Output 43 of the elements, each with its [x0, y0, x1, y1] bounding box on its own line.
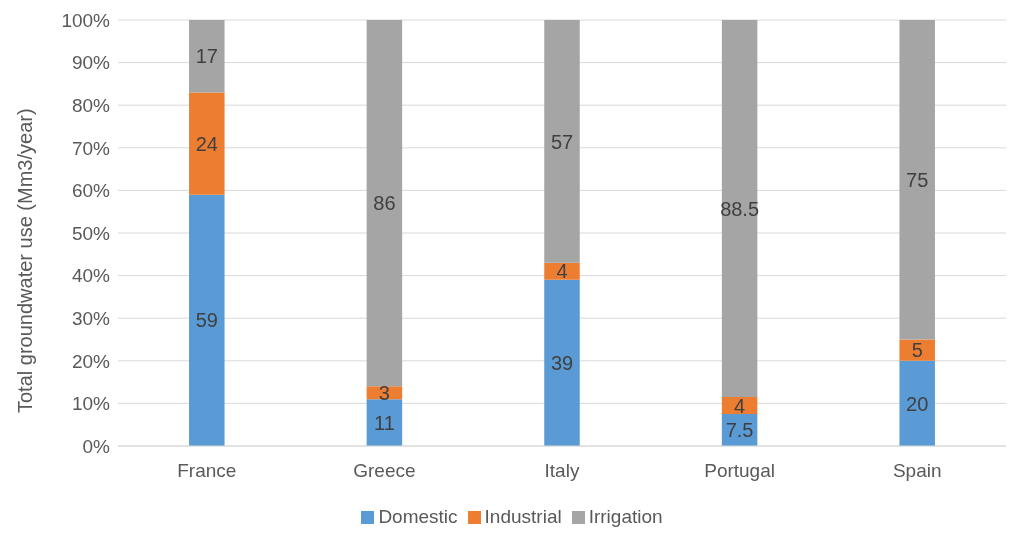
y-tick-label: 50%	[71, 222, 111, 244]
data-label: 7.5	[725, 419, 754, 442]
x-tick-label: Greece	[353, 460, 416, 482]
bar	[366, 20, 403, 387]
bar	[189, 194, 225, 446]
bar	[544, 279, 580, 446]
data-label: 17	[195, 45, 218, 68]
data-label: 86	[373, 192, 396, 215]
y-tick-label: 10%	[71, 393, 111, 415]
y-tick-label: 20%	[71, 350, 111, 372]
y-tick-label: 30%	[71, 307, 111, 329]
bar	[721, 20, 758, 398]
bar	[544, 20, 580, 263]
data-label: 5	[911, 339, 923, 362]
y-tick-label: 70%	[71, 137, 111, 159]
y-axis-title: Total groundwater use (Mm3/year)	[14, 108, 37, 413]
data-label: 11	[374, 411, 395, 434]
y-tick-label: 40%	[71, 265, 111, 287]
legend-label: Industrial	[484, 506, 562, 527]
legend-label: Irrigation	[588, 506, 663, 527]
data-label: 20	[906, 392, 929, 415]
bar	[899, 20, 935, 340]
data-label: 24	[195, 132, 218, 155]
bar	[899, 360, 935, 446]
x-tick-label: France	[177, 460, 237, 482]
data-label: 39	[550, 352, 574, 375]
data-label: 57	[550, 130, 574, 153]
y-tick-label: 90%	[71, 52, 111, 74]
data-label: 4	[556, 260, 568, 283]
x-tick-label: Italy	[544, 460, 580, 482]
y-tick-label: 60%	[71, 180, 111, 202]
legend-label: Domestic	[378, 506, 458, 527]
x-tick-label: Spain	[892, 460, 942, 482]
y-tick-label: 0%	[82, 435, 111, 457]
y-tick-label: 80%	[71, 94, 111, 116]
y-tick-label: 100%	[61, 9, 111, 31]
x-tick-label: Portugal	[704, 460, 775, 482]
data-label: 59	[195, 309, 218, 332]
data-label: 4	[734, 394, 746, 417]
data-label: 75	[906, 168, 929, 191]
data-label: 3	[378, 381, 390, 404]
bar	[189, 20, 225, 93]
bar	[189, 92, 225, 195]
